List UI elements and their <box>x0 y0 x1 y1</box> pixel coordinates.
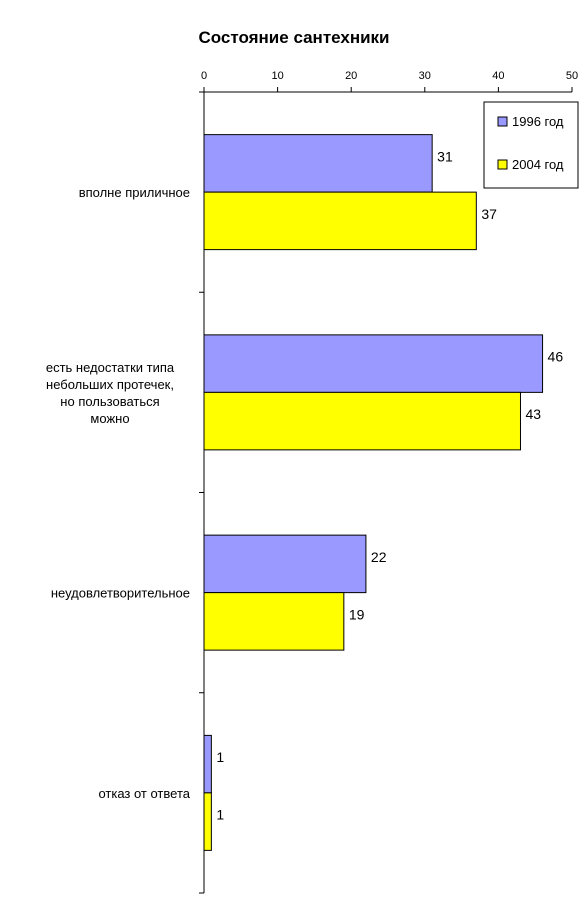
data-label: 19 <box>349 606 365 622</box>
x-tick-label: 40 <box>492 70 504 82</box>
data-label: 37 <box>481 206 497 222</box>
category-label: отказ от ответа <box>98 786 190 801</box>
data-label: 43 <box>525 406 541 422</box>
category-label: неудовлетворительное <box>51 586 190 601</box>
data-label: 46 <box>548 349 564 365</box>
bar <box>203 534 367 594</box>
category-label: вполне приличное <box>79 185 190 200</box>
x-tick-label: 20 <box>345 70 357 82</box>
legend <box>483 101 579 189</box>
bar <box>203 134 433 193</box>
x-tick-label: 10 <box>271 70 283 82</box>
bar <box>203 592 345 651</box>
chart-title: Состояние сантехники <box>198 28 390 47</box>
legend-label: 1996 год <box>512 114 564 129</box>
x-tick-label: 30 <box>419 70 431 82</box>
data-label: 31 <box>437 148 453 164</box>
data-label: 1 <box>216 807 224 823</box>
bar <box>203 334 544 393</box>
legend-swatch <box>497 159 508 170</box>
bar <box>203 792 212 851</box>
data-label: 1 <box>216 749 224 765</box>
legend-label: 2004 год <box>512 157 564 172</box>
bar <box>203 734 212 794</box>
category-label: есть недостатки типа небольших протечек, н… <box>46 360 175 426</box>
bar <box>203 191 477 251</box>
bar <box>203 391 521 451</box>
x-tick-label: 50 <box>566 70 578 82</box>
legend-swatch <box>497 116 508 127</box>
x-tick-label: 0 <box>201 70 207 82</box>
data-label: 22 <box>371 549 387 565</box>
